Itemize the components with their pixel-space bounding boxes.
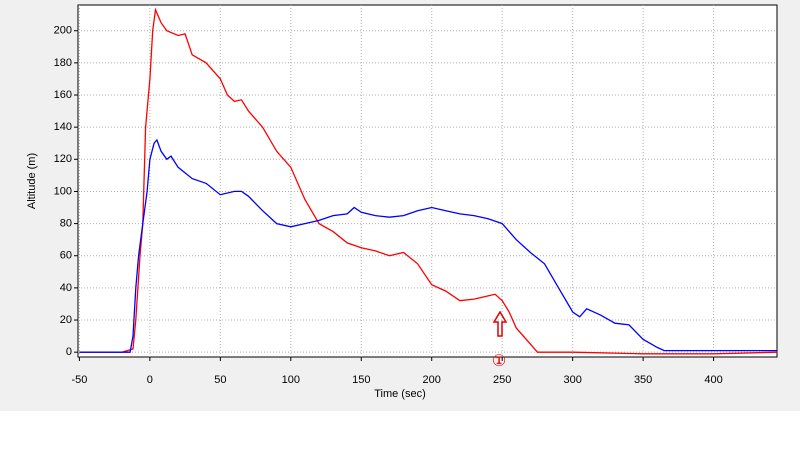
plot-area [77,4,778,358]
y-tick-label: 140 [54,121,72,133]
x-tick-label: 250 [493,374,511,386]
y-tick-label: 0 [66,346,72,358]
x-tick-label: 350 [634,374,652,386]
y-tick-label: 80 [60,217,72,229]
data-line [79,138,777,353]
x-tick-label: 100 [282,374,300,386]
x-axis-label: Time (sec) [374,388,426,400]
x-tick-label: 0 [147,374,153,386]
y-tick-label: 60 [60,250,72,262]
y-tick-label: 160 [54,89,72,101]
y-tick-label: 180 [54,57,72,69]
y-tick-label: 100 [54,185,72,197]
y-axis-label: Altitude (m) [26,153,38,209]
annotation: ① [492,353,506,370]
y-tick-label: 40 [60,282,72,294]
annotation-arrow [492,310,508,337]
x-tick-label: 300 [563,374,581,386]
data-line [79,7,778,355]
x-tick-label: -50 [71,374,87,386]
y-tick-label: 20 [60,314,72,326]
x-tick-label: 50 [214,374,226,386]
y-tick-label: 120 [54,153,72,165]
x-tick-label: 150 [352,374,370,386]
x-tick-label: 400 [704,374,722,386]
y-tick-label: 200 [54,25,72,37]
x-tick-label: 200 [423,374,441,386]
